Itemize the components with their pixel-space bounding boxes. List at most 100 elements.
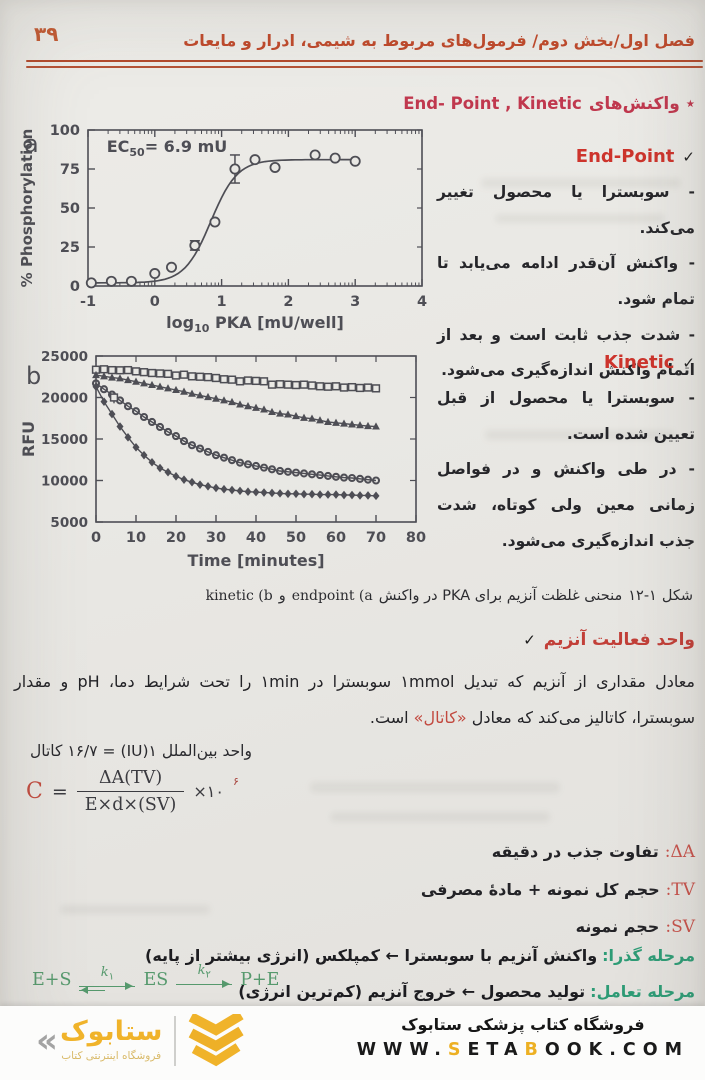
svg-text:25000: 25000 bbox=[41, 349, 88, 365]
chart-b: 0 10 20 30 40 50 60 70 80 5000 10000 15000 20000 2500… bbox=[19, 349, 426, 570]
svg-text:0: 0 bbox=[150, 294, 160, 310]
logo-wordmark: ستابوک bbox=[59, 1016, 163, 1047]
katal-conversion-line: کاتال ۱۶/۷ = (IU)۱ واحد بین‌الملل bbox=[30, 742, 252, 760]
enzyme-activity-formula: C = ΔA(TV) E×d×(SV) ×۱۰ ۶ bbox=[26, 768, 239, 815]
reaction-arrow-icon: k۱ bbox=[79, 966, 136, 995]
kinetic-section: Kinetic ✓ - سوبسترا یا محصول از قبل تعیی… bbox=[437, 352, 695, 559]
svg-text:10000: 10000 bbox=[41, 474, 88, 490]
section-heading: ٭ واکنش‌های End- Point , Kinetic bbox=[403, 94, 695, 114]
svg-text:40: 40 bbox=[246, 530, 266, 546]
svg-text:log10 PKA [mU/well]: log10 PKA [mU/well] bbox=[166, 313, 344, 335]
definition-da: ΔA:تفاوت جذب در دقیقه bbox=[491, 842, 695, 862]
svg-text:70: 70 bbox=[366, 530, 386, 546]
svg-text:b: b bbox=[26, 362, 41, 390]
svg-text:20: 20 bbox=[166, 530, 186, 546]
logo-divider bbox=[174, 1016, 177, 1066]
reaction-arrow-icon: k۲ bbox=[176, 964, 233, 988]
svg-text:30: 30 bbox=[206, 530, 226, 546]
bleedthrough-artifact bbox=[485, 430, 675, 440]
svg-text:% Phosphorylation: % Phosphorylation bbox=[18, 129, 36, 288]
caption-kinetic-seg: kinetic (b bbox=[205, 588, 273, 604]
bleedthrough-artifact bbox=[330, 812, 550, 822]
stage-transient: مرحله گذرا:واکنش آنزیم با سوبسترا ← کمپل… bbox=[145, 946, 695, 965]
svg-text:-1: -1 bbox=[80, 294, 96, 310]
svg-text:75: 75 bbox=[60, 162, 80, 178]
store-url: WWW.SETABOOK.COM bbox=[356, 1040, 689, 1060]
stage-interaction: مرحله تعامل:تولید محصول ← خروج آنزیم (کم… bbox=[238, 981, 695, 1001]
footer-banner: « ستابوک فروشگاه اینترنتی کتاب فروشگاه ک… bbox=[0, 1006, 705, 1080]
endpoint-heading: End-Point ✓ bbox=[437, 146, 695, 167]
caption-vav: و bbox=[278, 588, 286, 604]
page-number: ۳۹ bbox=[34, 22, 59, 46]
bleedthrough-artifact bbox=[495, 214, 665, 223]
footer-store-info: فروشگاه کتاب پزشکی ستابوک WWW.SETABOOK.C… bbox=[357, 1015, 689, 1060]
bleedthrough-artifact bbox=[310, 782, 560, 793]
header-rule bbox=[26, 66, 703, 69]
kinetic-heading: Kinetic ✓ bbox=[437, 352, 695, 373]
svg-text:4: 4 bbox=[417, 294, 427, 310]
endpoint-bullet: - سوبسترا یا محصول تغییر می‌کند. bbox=[437, 183, 695, 237]
activity-heading: ✓ واحد فعالیت آنزیم bbox=[523, 630, 695, 650]
bleedthrough-artifact bbox=[60, 905, 210, 914]
formula-denominator: E×d×(SV) bbox=[84, 795, 177, 815]
formula-multiplier: ×۱۰ bbox=[193, 782, 224, 801]
svg-text:20000: 20000 bbox=[41, 391, 88, 407]
reaction-stages: مرحله گذرا:واکنش آنزیم با سوبسترا ← کمپل… bbox=[145, 944, 695, 1016]
svg-text:0: 0 bbox=[70, 279, 80, 295]
formula-c: C bbox=[26, 779, 43, 804]
logo-tagline: فروشگاه اینترنتی کتاب bbox=[61, 1050, 162, 1063]
section-heading-en: End- Point , Kinetic bbox=[403, 94, 582, 113]
figure-caption: kinetic (b و endpoint (a منحنی غلظت آنزی… bbox=[12, 588, 693, 604]
chapter-header-title: فصل اول/بخش دوم/ فرمول‌های مربوط به شیمی… bbox=[183, 31, 695, 50]
svg-text:25: 25 bbox=[60, 240, 80, 256]
endpoint-bullet: - شدت جذب ثابت است و بعد از اتمام واکنش … bbox=[437, 325, 695, 380]
symbol-definitions: ΔA:تفاوت جذب در دقیقه TV:حجم کل نمونه + … bbox=[421, 840, 695, 953]
setabook-logo: « ستابوک فروشگاه اینترنتی کتاب bbox=[36, 1014, 244, 1068]
svg-text:0: 0 bbox=[91, 530, 101, 546]
svg-text:60: 60 bbox=[326, 530, 346, 546]
figure-prefix: شکل bbox=[661, 588, 693, 604]
svg-text:RFU: RFU bbox=[19, 421, 38, 457]
svg-text:15000: 15000 bbox=[41, 432, 88, 448]
check-icon: ✓ bbox=[682, 353, 695, 372]
svg-text:50: 50 bbox=[60, 201, 80, 217]
formula-exponent: ۶ bbox=[232, 775, 239, 788]
svg-text:3: 3 bbox=[350, 294, 360, 310]
enzyme-reaction-equation: E+S k۱ ES k۲ P+E bbox=[32, 963, 280, 995]
definition-tv: TV:حجم کل نمونه + مادهٔ مصرفی bbox=[420, 879, 695, 900]
kinetic-bullet: - سوبسترا یا محصول از قبل تعیین شده است. bbox=[437, 389, 695, 443]
section-heading-fa: ٭ واکنش‌های bbox=[588, 94, 695, 114]
check-icon: ✓ bbox=[682, 147, 695, 166]
store-name: فروشگاه کتاب پزشکی ستابوک bbox=[401, 1015, 645, 1034]
figure-label: ۱۲-۱ شکل bbox=[628, 588, 693, 604]
svg-text:Time [minutes]: Time [minutes] bbox=[187, 551, 324, 570]
svg-text:10: 10 bbox=[126, 530, 146, 546]
chart-endpoint-panel: -1 0 1 2 3 4 0 25 50 75 100 EC50= 6.9 mU log10 PKA [… bbox=[16, 114, 440, 348]
caption-text: منحنی غلظت آنزیم برای PKA در واکنش bbox=[378, 588, 623, 604]
svg-text:80: 80 bbox=[406, 530, 426, 546]
svg-text:EC50= 6.9 mU: EC50= 6.9 mU bbox=[107, 137, 228, 159]
figure-number: ۱۲-۱ bbox=[628, 588, 657, 604]
activity-paragraph: معادل مقداری از آنزیم که تبدیل ۱mmol سوب… bbox=[14, 672, 695, 727]
svg-text:100: 100 bbox=[50, 123, 80, 139]
svg-text:a: a bbox=[24, 130, 39, 158]
svg-text:50: 50 bbox=[286, 530, 306, 546]
formula-numerator: ΔA(TV) bbox=[76, 768, 185, 792]
kinetic-bullet: - در طی واکنش و در فواصل زمانی معین ولی … bbox=[437, 460, 695, 550]
caption-endpoint-seg: endpoint (a bbox=[291, 588, 373, 604]
activity-title: واحد فعالیت آنزیم bbox=[543, 630, 695, 650]
endpoint-section: End-Point ✓ - سوبسترا یا محصول تغییر می‌… bbox=[437, 146, 695, 389]
setabook-logo-icon bbox=[189, 1014, 244, 1067]
formula-fraction: ΔA(TV) E×d×(SV) bbox=[76, 768, 185, 815]
chart-kinetic-panel: 0 10 20 30 40 50 60 70 80 5000 10000 15000 20000 2500… bbox=[16, 344, 440, 584]
svg-text:1: 1 bbox=[217, 294, 227, 310]
definition-sv: SV:حجم نمونه bbox=[575, 917, 695, 938]
endpoint-title: End-Point bbox=[575, 146, 675, 167]
svg-text:2: 2 bbox=[283, 294, 293, 310]
svg-text:5000: 5000 bbox=[50, 515, 88, 531]
header-rule bbox=[26, 60, 703, 63]
kinetic-title: Kinetic bbox=[603, 352, 675, 373]
logo-guillemet: « bbox=[36, 1021, 58, 1061]
